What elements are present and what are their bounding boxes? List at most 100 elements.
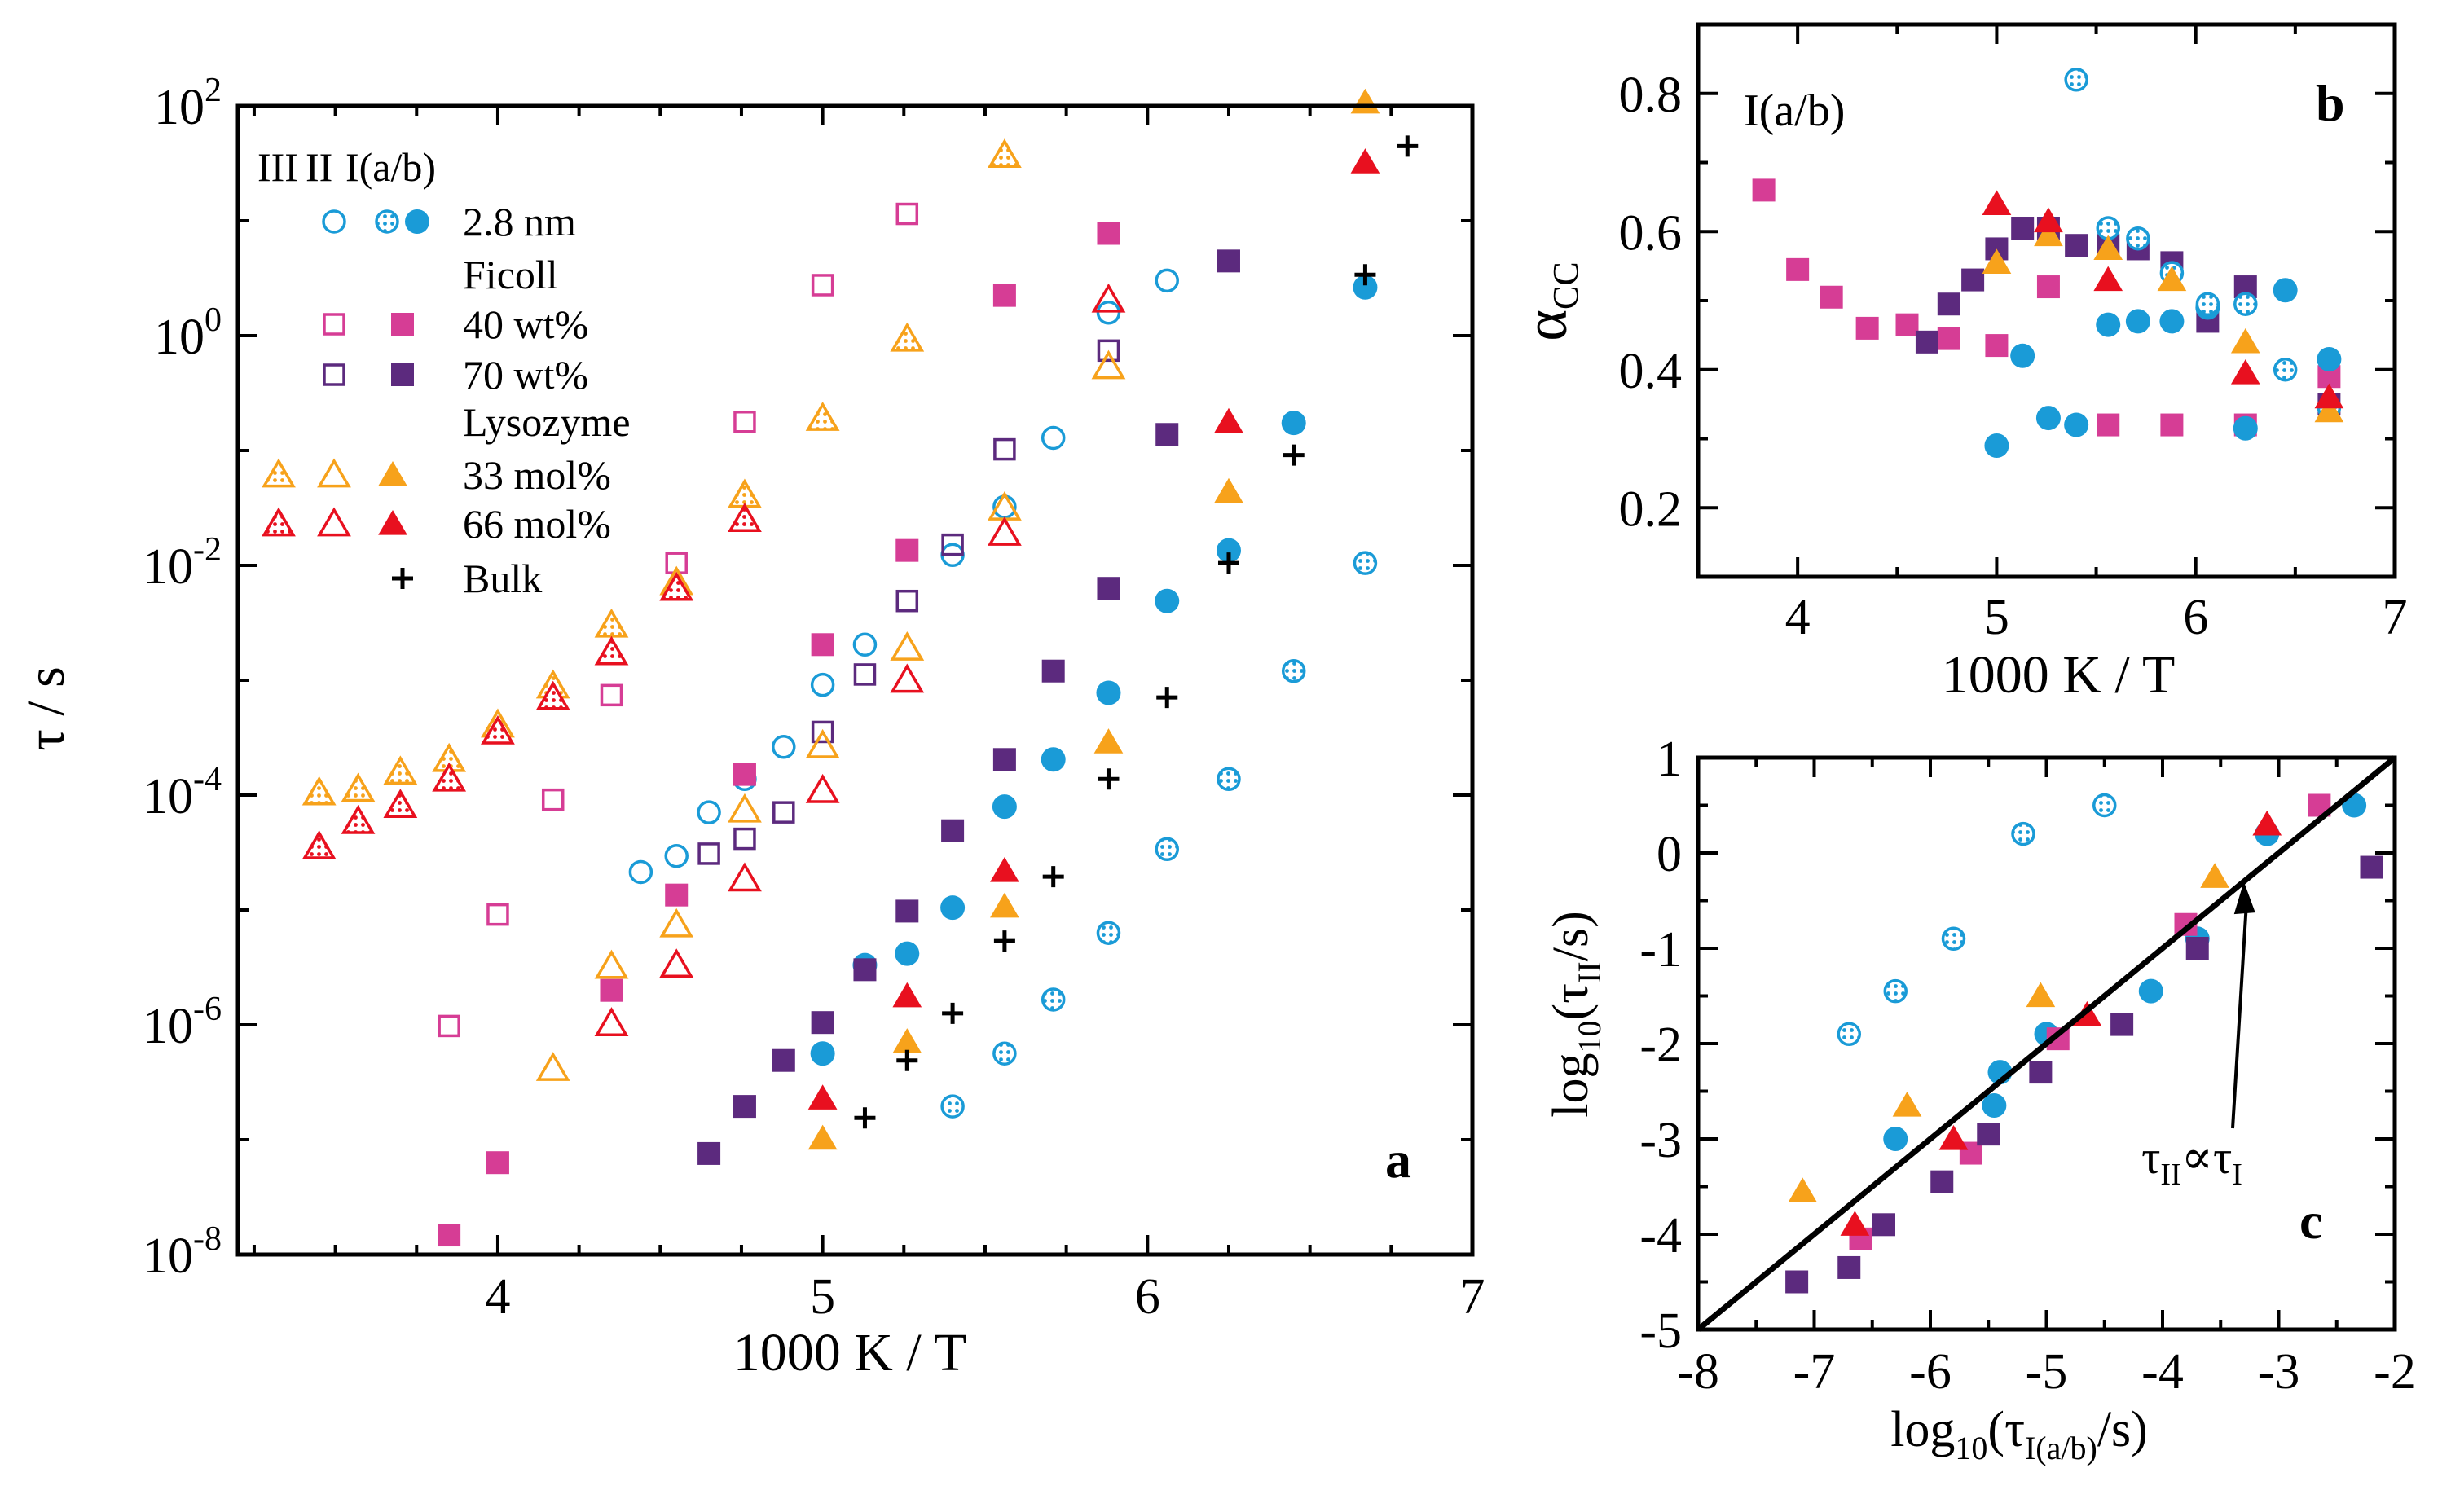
panel-a-point-ficoll40 [486,1151,509,1175]
panel-a-point-lys33 [805,728,840,758]
panel-a-ytick-label: 10-6 [143,991,222,1054]
panel-a-point-ficoll70 [853,958,877,982]
panel-b-xtick-label: 6 [2183,590,2208,645]
panel-b-point-ficoll40 [1855,316,1879,340]
panel-a-point-confined [1281,658,1306,683]
panel-a-point-lys66 [432,762,467,792]
panel-a-point-confined [1096,680,1121,705]
panel-b-point-confined [2159,309,2185,334]
panel-a-point-ficoll40 [665,883,689,907]
panel-a-point-lys66 [1350,148,1380,174]
panel-a-point-bulk [854,1107,876,1129]
panel-a-point-lys66 [807,1084,838,1110]
panel-b-point-confined [2233,292,2258,316]
panel-a-point-lys66 [594,1007,629,1036]
panel-b-point-confined [2035,406,2061,431]
legend-label: 66 mol% [463,501,611,547]
panel-b-point-ficoll40 [1820,285,1843,309]
panel-a-point-lys66 [805,773,840,803]
panel-a-ytick-label: 102 [154,72,222,135]
panel-c-ytick-label: 0 [1657,827,1682,882]
panel-a-point-confined [772,735,796,759]
panel-a-point-lys66 [890,663,925,693]
panel-c-xtick-label: -6 [1909,1344,1952,1400]
panel-a-point-lys66 [659,571,694,601]
panel-a-xtick-label: 7 [1460,1269,1485,1325]
panel-a-point-ficoll70 [733,827,756,850]
panel-a-point-bulk [1283,444,1305,466]
panel-a-point-lys33 [1093,728,1124,754]
panel-b-point-confined [2064,68,2088,92]
panel-b-point-confined [2010,343,2035,368]
panel-a-point-confined [810,672,835,697]
panel-c-axes: -8 -7 -6 -5 -4 -3 -2 -5 -4 -3 -2 -1 0 1 [1639,732,2415,1400]
panel-a-marks [301,88,1419,1247]
panel-c-ylabel: log10(τII/s) [1543,911,1608,1117]
legend-header-I: I(a/b) [345,144,436,190]
panel-b-point-ficoll40 [2160,413,2184,437]
panel-a-point-ficoll70 [941,533,964,556]
panel-a-point-ficoll70 [697,842,720,865]
panel-a-point-ficoll70 [1097,577,1120,600]
panel-c-point-lys66 [2252,810,2282,836]
panel-b-point-ficoll40 [1985,334,2009,358]
panel-a-point-ficoll40 [895,202,919,226]
panel-a-ytick-label: 10-4 [143,761,222,824]
panel-a-point-lys33 [892,1028,922,1053]
panel-a-point-lys66 [535,680,570,710]
panel-c-xtick-label: -4 [2141,1344,2184,1400]
panel-a-point-lys66 [481,714,515,745]
panel-c: -8 -7 -6 -5 -4 -3 -2 -5 -4 -3 -2 -1 0 1 c log10(τI(a/… [1543,732,2416,1466]
panel-a: 4 5 6 7 102 100 10-2 10-4 10-6 10-8 III II I(a/b) 2.… [16,72,1485,1382]
panel-b-point-lys66 [2314,383,2344,409]
panel-b-ytick-label: 0.4 [1619,344,1683,399]
legend-marker [317,458,351,488]
panel-a-point-lys66 [892,982,922,1008]
legend-marker [317,507,351,537]
panel-a-point-confined [940,1094,965,1119]
panel-b-point-ficoll70 [1915,330,1938,354]
panel-c-point-lys33 [2026,982,2056,1008]
panel-a-point-lys66 [341,804,376,834]
panel-a-point-ficoll40 [733,411,756,433]
panel-a-point-confined [1096,301,1121,325]
panel-b-point-ficoll70 [1961,268,1985,292]
panel-b-point-lys33 [2034,221,2063,247]
panel-a-point-lys33 [1091,349,1126,380]
panel-c-point-confined [1883,978,1908,1004]
panel-a-point-ficoll40 [600,978,623,1002]
panel-c-xlabel: log10(τI(a/b)/s) [1890,1402,2148,1466]
panel-a-ytick-label: 10-8 [143,1220,222,1284]
panel-a-point-ficoll70 [853,663,877,686]
legend-marker [405,209,429,234]
panel-a-ylabel: τ / s [16,666,76,751]
panel-a-point-bulk [942,1002,964,1024]
panel-a-point-confined [940,895,966,921]
panel-c-point-ficoll70 [2110,1013,2134,1036]
panel-a-point-lys66 [1214,407,1243,433]
panel-a-letter: a [1385,1131,1411,1189]
legend-header-III: III [257,144,298,190]
panel-a-point-ficoll70 [772,1048,795,1072]
panel-a-xtick-label: 6 [1135,1269,1160,1325]
panel-b-point-lys33 [2093,235,2123,261]
panel-a-point-ficoll70 [772,801,795,824]
panel-c-point-confined [2011,821,2035,846]
legend-marker [392,568,413,589]
panel-c-point-confined [2138,978,2163,1004]
panel-b-point-ficoll40 [1752,178,1776,202]
panel-a-point-lys33 [594,608,629,638]
panel-c-point-ficoll70 [2360,855,2383,879]
legend-label: Lysozyme [463,399,631,445]
panel-c-arrow-head [2233,881,2255,915]
panel-a-point-ficoll70 [733,1095,756,1119]
panel-c-ytick-label: -4 [1639,1208,1682,1264]
panel-a-point-confined [1096,921,1121,945]
panel-a-point-bulk [1217,552,1239,574]
panel-b-point-lys66 [2034,207,2063,233]
panel-b-point-confined [2317,347,2342,372]
panel-b-point-confined [2233,415,2258,441]
panel-a-point-ficoll70 [895,589,919,613]
panel-a-point-ficoll70 [941,819,965,842]
panel-c-point-ficoll70 [2185,937,2209,960]
